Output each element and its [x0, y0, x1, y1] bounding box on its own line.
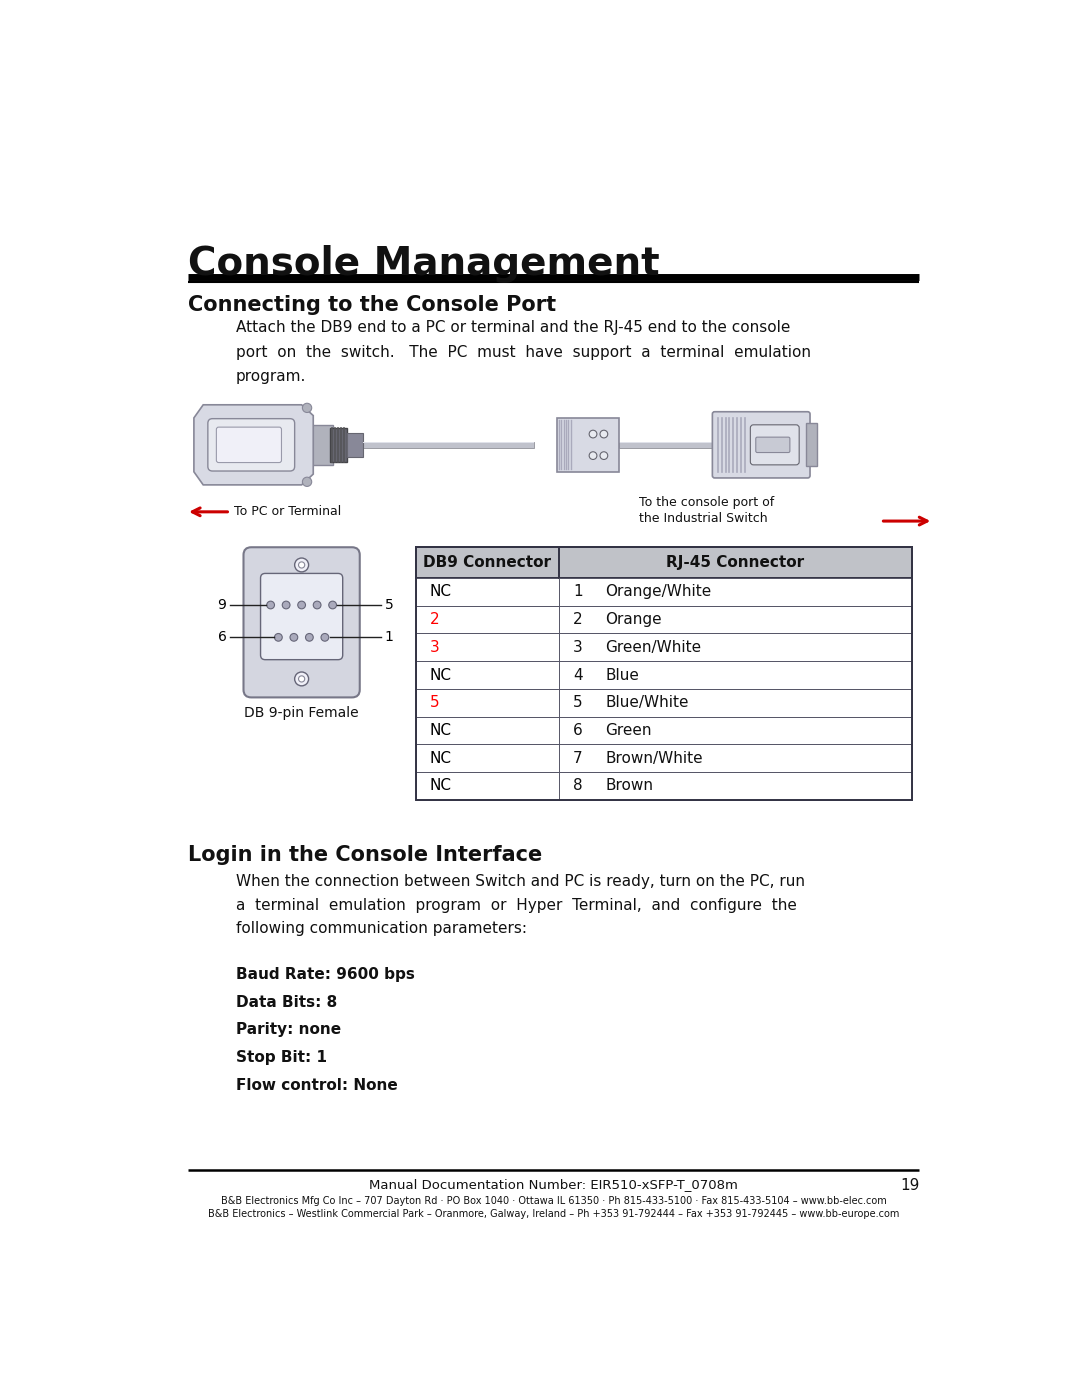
Text: 7: 7 [572, 750, 582, 766]
FancyBboxPatch shape [216, 427, 282, 462]
Text: Green: Green [606, 724, 652, 738]
Bar [348, 433, 363, 457]
Text: NC: NC [430, 724, 451, 738]
Bar [363, 441, 535, 448]
Text: 6: 6 [572, 724, 582, 738]
Bar [416, 773, 912, 800]
Text: 9: 9 [217, 598, 227, 612]
Text: 2: 2 [572, 612, 582, 627]
Circle shape [590, 451, 597, 460]
Text: B&B Electronics – Westlink Commercial Park – Oranmore, Galway, Ireland – Ph +353: B&B Electronics – Westlink Commercial Pa… [207, 1208, 900, 1218]
Bar [416, 548, 912, 800]
Text: When the connection between Switch and PC is ready, turn on the PC, run: When the connection between Switch and P… [235, 875, 805, 890]
Text: a  terminal  emulation  program  or  Hyper  Terminal,  and  configure  the: a terminal emulation program or Hyper Te… [235, 898, 797, 912]
Text: NC: NC [430, 584, 451, 599]
Text: 1: 1 [572, 584, 582, 599]
Text: 6: 6 [217, 630, 227, 644]
Bar [619, 441, 716, 448]
Text: Orange: Orange [606, 612, 662, 627]
Text: Blue: Blue [606, 668, 639, 683]
Text: Orange/White: Orange/White [606, 584, 712, 599]
Text: 2: 2 [430, 612, 440, 627]
Text: 8: 8 [572, 778, 582, 793]
Text: To the console port of: To the console port of [638, 496, 774, 510]
FancyBboxPatch shape [713, 412, 810, 478]
Text: NC: NC [430, 778, 451, 793]
Text: Attach the DB9 end to a PC or terminal and the RJ-45 end to the console: Attach the DB9 end to a PC or terminal a… [235, 320, 791, 335]
Text: B&B Electronics Mfg Co Inc – 707 Dayton Rd · PO Box 1040 · Ottawa IL 61350 · Ph : B&B Electronics Mfg Co Inc – 707 Dayton … [220, 1196, 887, 1207]
Circle shape [306, 633, 313, 641]
Text: 3: 3 [572, 640, 582, 655]
Text: 1: 1 [384, 630, 393, 644]
Text: Brown: Brown [606, 778, 653, 793]
Circle shape [274, 633, 282, 641]
Circle shape [267, 601, 274, 609]
Text: DB9 Connector: DB9 Connector [423, 555, 551, 570]
Text: 5: 5 [384, 598, 393, 612]
Text: Connecting to the Console Port: Connecting to the Console Port [188, 295, 556, 314]
Bar [416, 548, 912, 578]
Circle shape [282, 601, 291, 609]
Text: NC: NC [430, 750, 451, 766]
Text: Login in the Console Interface: Login in the Console Interface [188, 845, 542, 865]
Circle shape [313, 601, 321, 609]
Text: 3: 3 [430, 640, 440, 655]
Circle shape [298, 601, 306, 609]
Text: DB 9-pin Female: DB 9-pin Female [244, 705, 359, 719]
Text: following communication parameters:: following communication parameters: [235, 921, 527, 936]
FancyBboxPatch shape [751, 425, 799, 465]
Circle shape [590, 430, 597, 437]
Circle shape [600, 430, 608, 437]
Bar [416, 717, 912, 745]
Bar [416, 745, 912, 773]
Bar [330, 427, 348, 462]
Bar [416, 578, 912, 606]
Circle shape [291, 633, 298, 641]
Bar [416, 606, 912, 633]
Bar [416, 633, 912, 661]
Text: Brown/White: Brown/White [606, 750, 703, 766]
Text: the Industrial Switch: the Industrial Switch [638, 511, 768, 525]
Text: 5: 5 [572, 696, 582, 710]
Circle shape [321, 633, 328, 641]
Text: Manual Documentation Number: EIR510-xSFP-T_0708m: Manual Documentation Number: EIR510-xSFP… [369, 1178, 738, 1190]
FancyBboxPatch shape [260, 573, 342, 659]
Text: 5: 5 [430, 696, 440, 710]
Circle shape [295, 557, 309, 571]
FancyBboxPatch shape [756, 437, 789, 453]
Text: 4: 4 [572, 668, 582, 683]
Bar [363, 441, 535, 443]
Bar [557, 418, 619, 472]
Text: Green/White: Green/White [606, 640, 702, 655]
Circle shape [302, 404, 312, 412]
Text: program.: program. [235, 369, 306, 384]
Text: RJ-45 Connector: RJ-45 Connector [666, 555, 805, 570]
Text: Baud Rate: 9600 bps: Baud Rate: 9600 bps [235, 967, 415, 982]
Text: Stop Bit: 1: Stop Bit: 1 [235, 1051, 327, 1065]
Bar [806, 423, 816, 467]
Circle shape [295, 672, 309, 686]
Circle shape [298, 562, 305, 569]
Bar [303, 425, 334, 465]
Text: NC: NC [430, 668, 451, 683]
Text: Parity: none: Parity: none [235, 1023, 341, 1038]
Text: Blue/White: Blue/White [606, 696, 689, 710]
Text: To PC or Terminal: To PC or Terminal [234, 506, 341, 518]
Circle shape [328, 601, 337, 609]
Text: port  on  the  switch.   The  PC  must  have  support  a  terminal  emulation: port on the switch. The PC must have sup… [235, 345, 811, 360]
FancyBboxPatch shape [207, 419, 295, 471]
Bar [619, 441, 716, 443]
Text: Data Bits: 8: Data Bits: 8 [235, 995, 337, 1010]
Circle shape [600, 451, 608, 460]
Polygon shape [194, 405, 313, 485]
Circle shape [302, 478, 312, 486]
Text: 19: 19 [900, 1178, 919, 1193]
Text: Console Management: Console Management [188, 244, 659, 282]
Bar [416, 689, 912, 717]
Circle shape [298, 676, 305, 682]
Text: Flow control: None: Flow control: None [235, 1077, 397, 1092]
Bar [416, 661, 912, 689]
FancyBboxPatch shape [243, 548, 360, 697]
